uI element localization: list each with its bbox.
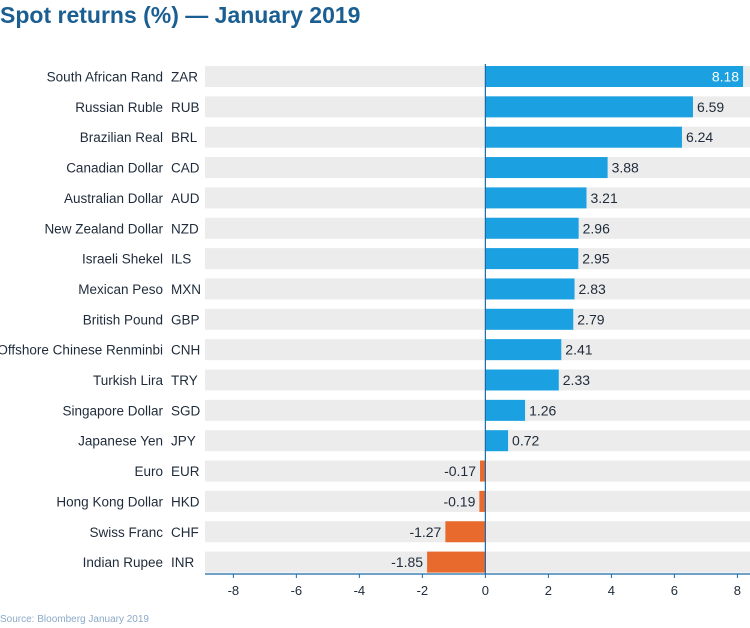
data-label: 2.79 bbox=[577, 311, 604, 327]
bar bbox=[485, 278, 575, 300]
bar bbox=[445, 521, 486, 543]
category-label: Indian Rupee bbox=[83, 555, 163, 570]
data-label: -1.27 bbox=[409, 524, 441, 540]
bar bbox=[427, 551, 486, 573]
x-tick-label: 0 bbox=[482, 583, 489, 598]
category-label: Japanese Yen bbox=[78, 434, 163, 449]
row-band bbox=[205, 217, 750, 239]
bar bbox=[485, 66, 744, 87]
category-label: British Pound bbox=[83, 312, 163, 327]
data-label: 2.41 bbox=[565, 342, 592, 358]
category-code: INR bbox=[171, 555, 195, 570]
data-label: 6.59 bbox=[697, 99, 724, 115]
bar bbox=[485, 399, 526, 421]
category-code: SGD bbox=[171, 403, 201, 418]
data-label: 2.33 bbox=[563, 372, 590, 388]
x-tick-label: 4 bbox=[608, 583, 615, 598]
category-code: EUR bbox=[171, 464, 200, 479]
x-tick-label: 6 bbox=[671, 583, 678, 598]
category-code: ILS bbox=[171, 252, 191, 267]
row-band bbox=[205, 187, 750, 209]
x-tick-label: 2 bbox=[545, 583, 552, 598]
bar bbox=[485, 126, 682, 148]
x-tick-label: -4 bbox=[354, 583, 366, 598]
category-code: ZAR bbox=[171, 70, 198, 85]
data-label: 2.96 bbox=[583, 220, 610, 236]
category-code: TRY bbox=[171, 373, 198, 388]
data-label: 3.21 bbox=[591, 190, 618, 206]
row-band bbox=[205, 308, 750, 330]
category-code: RUB bbox=[171, 100, 200, 115]
data-label: 8.18 bbox=[712, 69, 739, 85]
bar bbox=[485, 217, 579, 239]
category-label: Singapore Dollar bbox=[62, 403, 163, 418]
category-code: HKD bbox=[171, 494, 200, 509]
category-code: BRL bbox=[171, 130, 198, 145]
category-label: South African Rand bbox=[47, 70, 163, 85]
category-label: Canadian Dollar bbox=[66, 161, 163, 176]
bar bbox=[485, 187, 587, 209]
category-label: Australian Dollar bbox=[64, 191, 164, 206]
category-code: NZD bbox=[171, 221, 199, 236]
category-label: Euro bbox=[134, 464, 163, 479]
category-label: Brazilian Real bbox=[80, 130, 163, 145]
category-label: Turkish Lira bbox=[93, 373, 164, 388]
category-label: Offshore Chinese Renminbi bbox=[0, 343, 163, 358]
row-band bbox=[205, 248, 750, 270]
category-label: New Zealand Dollar bbox=[44, 221, 163, 236]
category-label: Israeli Shekel bbox=[82, 252, 163, 267]
row-band bbox=[205, 157, 750, 179]
x-tick-label: -6 bbox=[291, 583, 303, 598]
row-band bbox=[205, 460, 750, 482]
source-note: Source: Bloomberg January 2019 bbox=[0, 614, 149, 625]
category-code: CNH bbox=[171, 343, 200, 358]
category-label: Swiss Franc bbox=[89, 525, 163, 540]
bar bbox=[479, 490, 486, 512]
row-band bbox=[205, 339, 750, 361]
bar bbox=[485, 339, 562, 361]
category-code: MXN bbox=[171, 282, 201, 297]
bar bbox=[480, 460, 486, 482]
row-band bbox=[205, 278, 750, 300]
x-tick-label: -2 bbox=[417, 583, 429, 598]
bar bbox=[485, 369, 559, 391]
data-label: -0.19 bbox=[443, 493, 475, 509]
category-label: Mexican Peso bbox=[78, 282, 163, 297]
data-label: -1.85 bbox=[391, 554, 423, 570]
x-tick-label: 8 bbox=[734, 583, 741, 598]
data-label: 0.72 bbox=[512, 433, 539, 449]
data-label: 2.95 bbox=[582, 251, 609, 267]
data-label: 1.26 bbox=[529, 402, 556, 418]
category-code: GBP bbox=[171, 312, 200, 327]
category-label: Hong Kong Dollar bbox=[56, 494, 163, 509]
category-label: Russian Ruble bbox=[75, 100, 163, 115]
bar bbox=[485, 96, 693, 118]
bar bbox=[485, 430, 509, 452]
bar bbox=[485, 157, 608, 179]
data-label: 3.88 bbox=[612, 160, 639, 176]
data-label: -0.17 bbox=[444, 463, 476, 479]
bar bbox=[485, 308, 574, 330]
row-band bbox=[205, 490, 750, 512]
category-code: AUD bbox=[171, 191, 200, 206]
data-label: 2.83 bbox=[579, 281, 606, 297]
category-code: CHF bbox=[171, 525, 199, 540]
x-tick-label: -8 bbox=[228, 583, 240, 598]
data-label: 6.24 bbox=[686, 129, 713, 145]
category-code: CAD bbox=[171, 161, 200, 176]
chart-title: Spot returns (%) — January 2019 bbox=[0, 2, 361, 28]
row-band bbox=[205, 399, 750, 421]
category-code: JPY bbox=[171, 434, 196, 449]
row-band bbox=[205, 369, 750, 391]
row-band bbox=[205, 430, 750, 452]
bar bbox=[485, 248, 579, 270]
